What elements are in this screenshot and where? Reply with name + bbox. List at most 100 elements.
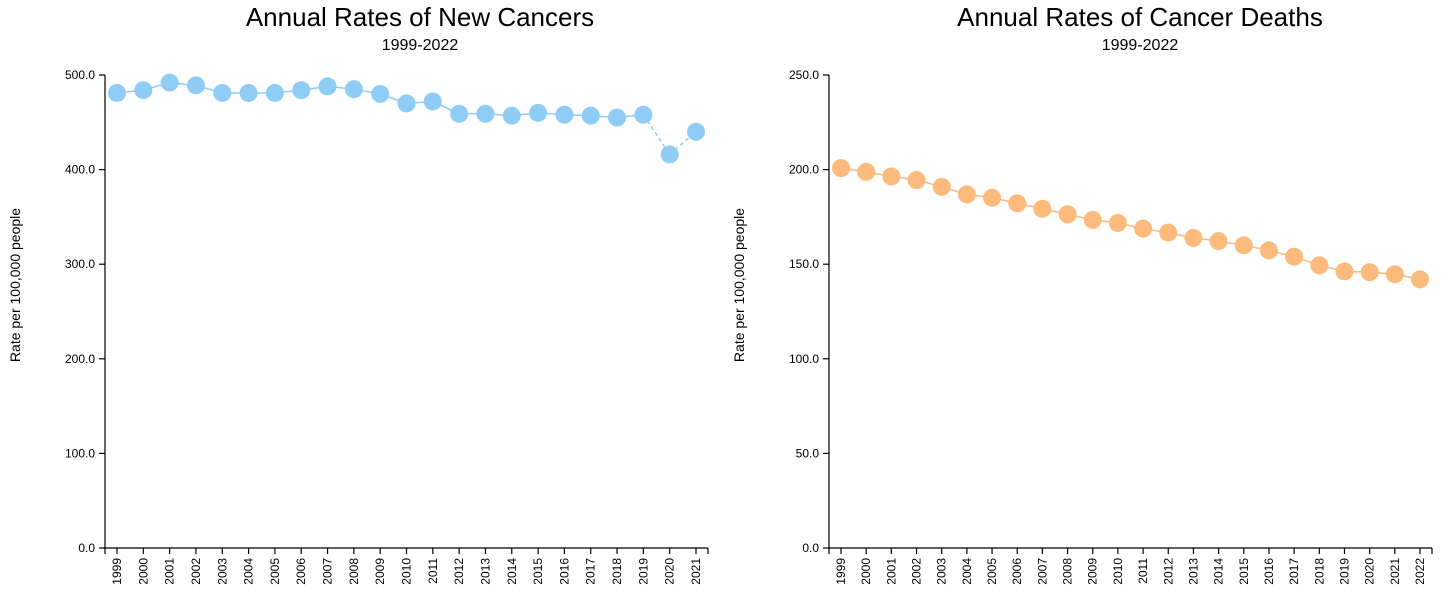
data-point <box>1184 228 1203 247</box>
data-point <box>983 188 1002 207</box>
x-tick-label: 2014 <box>1212 558 1226 585</box>
data-point <box>1083 210 1102 229</box>
data-point <box>160 73 179 92</box>
x-tick-label: 2016 <box>557 558 571 585</box>
data-point <box>634 105 653 124</box>
x-tick-label: 2005 <box>268 558 282 585</box>
data-point <box>108 83 126 102</box>
x-tick-label: 2004 <box>242 558 256 585</box>
x-tick-label: 2013 <box>478 558 492 585</box>
x-tick-label: 2018 <box>610 558 624 585</box>
data-point <box>1259 241 1278 260</box>
x-tick-label: 2007 <box>321 558 335 585</box>
x-tick-label: 2006 <box>1010 558 1024 585</box>
data-point <box>265 83 284 102</box>
data-point <box>687 122 705 141</box>
x-tick-label: 2013 <box>1186 558 1200 585</box>
x-tick-label: 2014 <box>505 558 519 585</box>
x-tick-label: 2000 <box>859 558 873 585</box>
x-tick-label: 2003 <box>935 558 949 585</box>
chart-title: Annual Rates of Cancer Deaths <box>957 2 1323 32</box>
data-point <box>1385 265 1404 284</box>
x-tick-label: 2018 <box>1312 558 1326 585</box>
data-point <box>186 76 205 95</box>
y-tick-label: 400.0 <box>65 163 95 177</box>
data-point <box>213 83 232 102</box>
cancer-deaths-chart: Annual Rates of Cancer Deaths 1999-2022 … <box>731 2 1433 585</box>
y-axis-label: Rate per 100,000 people <box>731 208 747 362</box>
data-point <box>1285 247 1304 266</box>
data-point <box>882 167 901 186</box>
x-tick-label: 2021 <box>689 558 703 585</box>
x-tick-label: 2008 <box>347 558 361 585</box>
y-tick-label: 150.0 <box>789 257 819 271</box>
y-tick-label: 300.0 <box>65 257 95 271</box>
data-point <box>932 177 951 196</box>
x-tick-label: 2000 <box>136 558 150 585</box>
x-tick-label: 2005 <box>985 558 999 585</box>
x-tick-label: 2006 <box>294 558 308 585</box>
data-point <box>1134 219 1153 238</box>
data-point <box>581 106 600 125</box>
x-tick-label: 2010 <box>1111 558 1125 585</box>
data-point <box>450 104 469 123</box>
x-tick-label: 1999 <box>110 558 124 585</box>
x-tick-label: 1999 <box>834 558 848 585</box>
data-point <box>907 171 926 190</box>
data-point <box>1335 262 1354 281</box>
data-point <box>660 145 679 164</box>
x-tick-label: 2017 <box>584 558 598 585</box>
x-tick-label: 2017 <box>1287 558 1301 585</box>
x-tick-label: 2003 <box>215 558 229 585</box>
data-point <box>239 83 258 102</box>
x-tick-label: 2001 <box>884 558 898 585</box>
x-tick-label: 2007 <box>1035 558 1049 585</box>
data-point <box>1033 199 1052 218</box>
data-point <box>423 92 442 111</box>
x-tick-label: 2011 <box>1136 558 1150 584</box>
data-point <box>832 159 850 178</box>
new-cancers-chart: Annual Rates of New Cancers 1999-2022 Ra… <box>7 2 709 585</box>
data-point <box>1108 213 1127 232</box>
data-point <box>318 77 337 96</box>
data-point <box>857 162 876 181</box>
data-point <box>957 185 976 204</box>
x-tick-label: 2020 <box>1363 558 1377 585</box>
x-tick-label: 2012 <box>452 558 466 585</box>
x-tick-label: 2015 <box>531 558 545 585</box>
data-point <box>1234 236 1253 255</box>
x-tick-label: 2016 <box>1262 558 1276 585</box>
data-point <box>1058 205 1077 224</box>
x-tick-label: 2022 <box>1413 558 1427 585</box>
y-tick-label: 50.0 <box>796 446 820 460</box>
y-tick-label: 100.0 <box>65 446 95 460</box>
y-tick-label: 0.0 <box>802 541 819 555</box>
data-point <box>608 108 627 127</box>
chart-subtitle: 1999-2022 <box>1102 37 1179 54</box>
chart-title: Annual Rates of New Cancers <box>246 2 594 32</box>
data-point <box>555 105 574 124</box>
data-point <box>397 94 416 113</box>
x-tick-label: 2019 <box>636 558 650 585</box>
chart-subtitle: 1999-2022 <box>382 37 459 54</box>
data-point <box>371 84 390 103</box>
x-tick-label: 2009 <box>373 558 387 585</box>
x-tick-label: 2012 <box>1161 558 1175 585</box>
data-point <box>344 80 363 99</box>
data-point <box>1209 232 1228 251</box>
data-point <box>502 106 521 125</box>
data-point <box>529 103 548 122</box>
y-tick-label: 250.0 <box>789 68 819 82</box>
data-point <box>1310 256 1329 275</box>
y-axis-label: Rate per 100,000 people <box>7 208 23 362</box>
x-tick-label: 2020 <box>663 558 677 585</box>
y-tick-label: 200.0 <box>65 352 95 366</box>
data-point <box>476 104 495 123</box>
data-point <box>134 81 153 100</box>
x-tick-label: 2002 <box>910 558 924 585</box>
x-tick-label: 2002 <box>189 558 203 585</box>
y-tick-label: 0.0 <box>78 541 95 555</box>
x-tick-label: 2011 <box>426 558 440 584</box>
data-point <box>1159 223 1178 242</box>
